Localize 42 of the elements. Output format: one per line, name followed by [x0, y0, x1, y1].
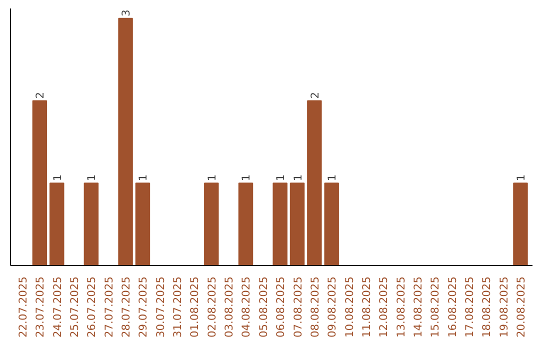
x-tick-label: 11.08.2025 — [360, 276, 373, 338]
data-label: 1 — [205, 174, 218, 182]
x-tick-label: 19.08.2025 — [497, 276, 510, 338]
x-tick-label: 15.08.2025 — [428, 276, 442, 338]
x-tick-label: 03.08.2025 — [222, 276, 236, 338]
x-tick-label: 06.08.2025 — [274, 276, 288, 338]
x-tick-label: 09.08.2025 — [326, 276, 339, 338]
data-label: 1 — [50, 174, 64, 182]
x-tick-label: 12.08.2025 — [377, 276, 390, 338]
x-tick-label: 18.08.2025 — [480, 276, 494, 338]
x-tick-label: 26.07.2025 — [85, 276, 98, 338]
x-tick-label: 22.07.2025 — [16, 276, 30, 338]
x-tick-label: 24.07.2025 — [50, 276, 64, 338]
data-label: 3 — [120, 10, 133, 16]
x-tick-label: 29.07.2025 — [136, 276, 150, 338]
x-tick-label: 25.07.2025 — [68, 276, 82, 338]
x-tick-label: 02.08.2025 — [205, 276, 218, 338]
x-tick-label: 30.07.2025 — [154, 276, 167, 338]
x-tick-label: 20.08.2025 — [514, 276, 528, 338]
data-label: 1 — [326, 174, 339, 182]
x-tick-label: 04.08.2025 — [240, 276, 253, 338]
data-label: 1 — [274, 174, 288, 182]
data-label: 1 — [514, 174, 528, 182]
x-tick-label: 01.08.2025 — [188, 276, 202, 338]
x-tick-label: 07.08.2025 — [291, 276, 304, 338]
x-tick-label: 17.08.2025 — [462, 276, 476, 338]
data-label: 2 — [34, 92, 47, 99]
data-label: 1 — [291, 174, 304, 182]
data-label: 1 — [136, 174, 150, 182]
x-tick-label: 27.07.2025 — [102, 276, 116, 338]
x-tick-label: 16.08.2025 — [446, 276, 459, 338]
data-label: 1 — [240, 174, 253, 182]
data-label: 2 — [308, 92, 322, 99]
data-label: 1 — [85, 174, 98, 182]
x-tick-label: 05.08.2025 — [256, 276, 270, 338]
x-tick-label: 31.07.2025 — [171, 276, 184, 338]
x-tick-label: 13.08.2025 — [394, 276, 408, 338]
x-tick-label: 08.08.2025 — [308, 276, 322, 338]
x-tick-label: 23.07.2025 — [34, 276, 47, 338]
x-tick-label: 28.07.2025 — [120, 276, 133, 338]
x-tick-label: 10.08.2025 — [342, 276, 356, 338]
x-tick-label: 14.08.2025 — [411, 276, 424, 338]
